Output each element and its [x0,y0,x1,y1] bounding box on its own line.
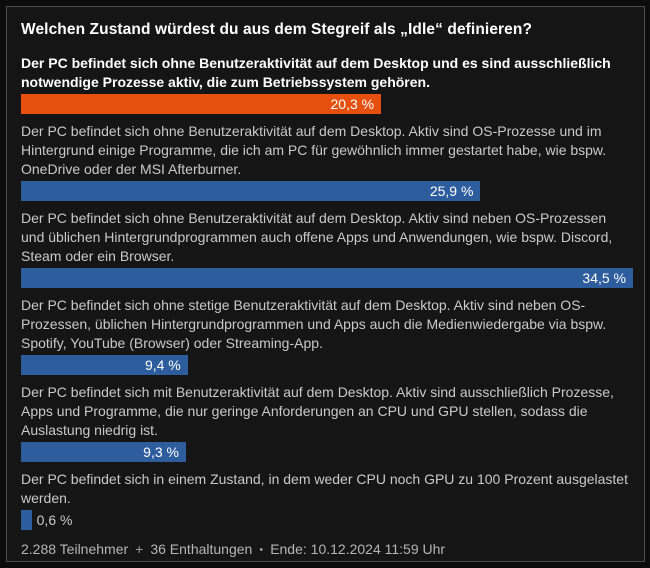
poll-result-bar: 9,3 % [21,442,186,462]
poll-option: Der PC befindet sich mit Benutzeraktivit… [21,383,633,462]
plus-separator: + [135,541,144,557]
poll-results-panel: Welchen Zustand würdest du aus dem Stegr… [6,6,645,562]
poll-option-bar-row: 9,3 % [21,442,633,462]
poll-result-percentage: 34,5 % [582,270,626,286]
poll-result-bar [21,510,32,530]
dot-separator: • [259,544,264,556]
participants-count: 2.288 Teilnehmer [21,541,129,557]
poll-option: Der PC befindet sich ohne stetige Benutz… [21,296,633,375]
poll-option: Der PC befindet sich in einem Zustand, i… [21,470,633,530]
poll-result-bar: 9,4 % [21,355,188,375]
poll-option-bar-row: 25,9 % [21,181,633,201]
poll-option-text: Der PC befindet sich ohne Benutzeraktivi… [21,55,611,90]
poll-options: Der PC befindet sich ohne Benutzeraktivi… [21,54,633,530]
poll-result-percentage: 20,3 % [330,96,375,112]
poll-option-text: Der PC befindet sich in einem Zustand, i… [21,471,628,506]
poll-result-percentage-outside: 0,6 % [36,512,73,528]
poll-option-bar-row: 20,3 % [21,94,633,114]
poll-result-percentage: 25,9 % [429,183,474,199]
poll-option-text: Der PC befindet sich ohne Benutzeraktivi… [21,210,613,264]
poll-option-bar-row: 34,5 % [21,268,633,288]
poll-option-text: Der PC befindet sich mit Benutzeraktivit… [21,384,614,438]
poll-end-date: Ende: 10.12.2024 11:59 Uhr [270,541,446,557]
poll-result-bar: 25,9 % [21,181,481,201]
poll-option: Der PC befindet sich ohne Benutzeraktivi… [21,209,633,288]
poll-question: Welchen Zustand würdest du aus dem Stegr… [21,21,533,38]
poll-footer: 2.288 Teilnehmer +36 Enthaltungen • Ende: 1… [21,540,633,560]
poll-option-text: Der PC befindet sich ohne Benutzeraktivi… [21,123,607,177]
poll-result-bar: 34,5 % [21,268,633,288]
abstentions-count: 36 Enthaltungen [150,541,253,557]
poll-option: Der PC befindet sich ohne Benutzeraktivi… [21,54,633,114]
poll-result-percentage: 9,4 % [144,357,181,373]
poll-result-bar: 20,3 % [21,94,382,114]
poll-option-text: Der PC befindet sich ohne stetige Benutz… [21,297,607,351]
poll-option-bar-row: 9,4 % [21,355,633,375]
poll-option-bar-row: 0,6 % [21,510,633,530]
poll-result-percentage: 9,3 % [143,444,179,460]
poll-option: Der PC befindet sich ohne Benutzeraktivi… [21,122,633,201]
